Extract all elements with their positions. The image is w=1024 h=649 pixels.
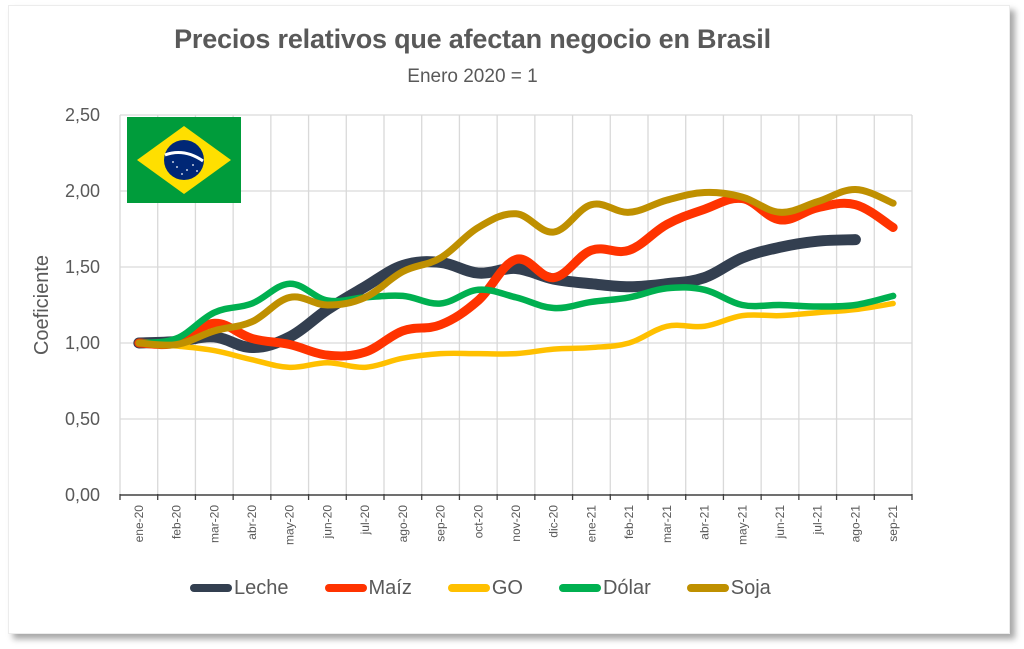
y-tick-label: 0,50 (65, 409, 100, 429)
legend-item-dolar: Dólar (558, 576, 651, 600)
legend-item-soja: Soja (686, 576, 771, 600)
x-tick-label: ene-21 (584, 505, 598, 543)
series-line-dolar (135, 280, 897, 347)
x-tick-label: feb-20 (170, 505, 184, 539)
chart-title: Precios relativos que afectan negocio en… (174, 24, 771, 54)
x-tick-label: abr-20 (245, 505, 259, 540)
x-tick-label: sep-20 (434, 505, 448, 542)
legend-label: Dólar (602, 576, 651, 599)
x-tick-label: may-21 (735, 505, 749, 545)
legend-label: Leche (234, 576, 289, 599)
legend-swatch (190, 584, 232, 592)
y-tick-label: 1,00 (65, 333, 100, 353)
y-tick-label: 2,50 (65, 105, 100, 125)
x-tick-label: mar-20 (207, 505, 221, 543)
x-tick-label: abr-21 (698, 505, 712, 540)
x-tick-label: mar-21 (660, 505, 674, 543)
y-tick-label: 0,00 (65, 485, 100, 505)
brazil-flag-icon (127, 117, 241, 203)
legend-swatch (686, 584, 729, 592)
legend-item-leche: Leche (190, 577, 289, 600)
x-tick-label: dic-20 (547, 505, 561, 538)
y-tick-label: 2,00 (65, 181, 100, 201)
x-tick-label: jun-20 (320, 505, 334, 540)
x-tick-label: sep-21 (886, 505, 900, 542)
x-tick-label: ago-20 (396, 505, 410, 543)
x-tick-label: jun-21 (773, 505, 787, 540)
x-tick-label: jul-21 (811, 505, 825, 536)
x-tick-label: jul-20 (358, 505, 372, 536)
legend-swatch (324, 584, 367, 592)
legend-label: Maíz (368, 576, 412, 599)
x-tick-label: oct-20 (471, 505, 485, 539)
series-lines (133, 185, 898, 371)
x-tick-label: may-20 (283, 505, 297, 545)
legend-swatch (558, 584, 601, 592)
y-axis-label: Coeficiente (31, 255, 53, 355)
x-tick-label: ago-21 (848, 505, 862, 543)
legend-item-go: GO (447, 576, 523, 600)
x-tick-label: feb-21 (622, 505, 636, 539)
x-tick-label: nov-20 (509, 505, 523, 542)
legend-label: GO (491, 576, 523, 599)
y-tick-label: 1,50 (65, 257, 100, 277)
legend-label: Soja (730, 576, 771, 599)
chart-legend: Leche Maíz GO Dólar Soja (190, 574, 807, 602)
x-tick-labels: ene-20 feb-20 mar-20 abr-20 may-20 jun-20 jul-… (132, 505, 900, 545)
series-line-soja (135, 185, 897, 349)
legend-item-maiz: Maíz (324, 576, 412, 600)
series-line-go (136, 300, 896, 371)
chart-card (8, 5, 1010, 634)
series-line-maiz (134, 193, 898, 361)
axes (119, 494, 913, 500)
legend-swatch (447, 584, 490, 592)
y-tick-labels: 0,00 0,50 1,00 1,50 2,00 2,50 (65, 105, 100, 505)
x-tick-label: ene-20 (132, 505, 146, 543)
chart-subtitle: Enero 2020 = 1 (407, 66, 538, 87)
